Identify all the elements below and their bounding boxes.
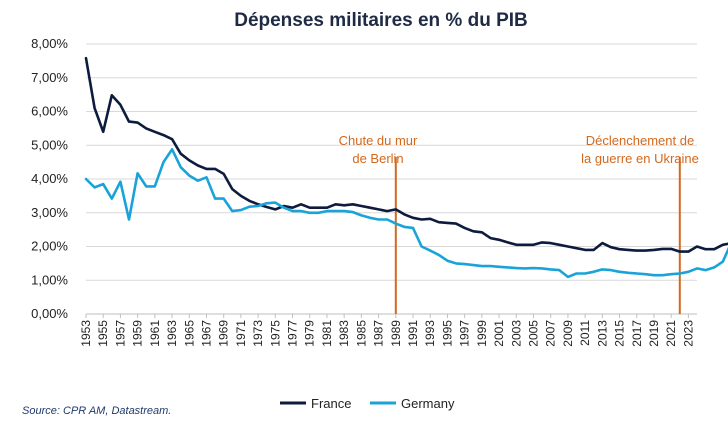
x-tick-label: 1985 — [354, 320, 368, 347]
gridlines — [86, 43, 697, 281]
x-tick-label: 2005 — [526, 320, 540, 347]
x-tick-label: 2009 — [561, 320, 575, 347]
x-tick-label: 1981 — [320, 320, 334, 347]
x-tick-label: 2013 — [595, 320, 609, 347]
x-tick-label: 1995 — [440, 320, 454, 347]
legend: France Germany — [280, 396, 455, 411]
x-tick-label: 1961 — [148, 320, 162, 347]
x-tick-label: 1955 — [96, 320, 110, 347]
x-tick-label: 1991 — [406, 320, 420, 347]
x-axis-ticks: 1953 1955 1957 1959 1961 1963 1965 1967 1969 1971… — [79, 314, 695, 347]
y-tick-label: 5,00% — [31, 137, 68, 152]
x-tick-label: 1957 — [113, 320, 127, 347]
y-tick-label: 1,00% — [31, 272, 68, 287]
x-tick-label: 2021 — [664, 320, 678, 347]
x-tick-label: 1967 — [199, 320, 213, 347]
x-tick-label: 2015 — [613, 320, 627, 347]
y-tick-label: 0,00% — [31, 306, 68, 321]
x-tick-label: 1965 — [182, 320, 196, 347]
annotation-label: de Berlin — [352, 151, 403, 166]
x-tick-label: 2001 — [492, 320, 506, 347]
x-tick-label: 2007 — [544, 320, 558, 347]
x-tick-label: 1953 — [79, 320, 93, 347]
y-tick-label: 3,00% — [31, 205, 68, 220]
x-tick-label: 1971 — [234, 320, 248, 347]
series-line-germany — [84, 148, 728, 279]
x-tick-label: 1963 — [165, 320, 179, 347]
x-tick-label: 1997 — [458, 320, 472, 347]
series-line-france — [84, 56, 728, 253]
annotation-label: la guerre en Ukraine — [581, 151, 699, 166]
x-tick-label: 1989 — [389, 320, 403, 347]
x-tick-label: 1999 — [475, 320, 489, 347]
y-tick-label: 8,00% — [31, 36, 68, 51]
y-axis-ticks: 0,00% 1,00% 2,00% 3,00% 4,00% 5,00% 6,00% 7,00%… — [31, 36, 68, 321]
legend-label: Germany — [401, 396, 455, 411]
series-lines — [84, 56, 728, 279]
x-tick-label: 1959 — [131, 320, 145, 347]
x-tick-label: 2011 — [578, 320, 592, 346]
x-tick-label: 2003 — [509, 320, 523, 347]
source-note: Source: CPR AM, Datastream. — [22, 405, 171, 417]
x-tick-label: 1987 — [372, 320, 386, 347]
x-tick-label: 1983 — [337, 320, 351, 347]
annotation-label: Chute du mur — [339, 133, 418, 148]
x-tick-label: 1975 — [268, 320, 282, 347]
x-tick-label: 1993 — [423, 320, 437, 347]
y-tick-label: 4,00% — [31, 171, 68, 186]
y-tick-label: 2,00% — [31, 239, 68, 254]
y-tick-label: 6,00% — [31, 104, 68, 119]
x-tick-label: 2023 — [681, 320, 695, 347]
x-tick-label: 1973 — [251, 320, 265, 347]
x-tick-label: 2019 — [647, 320, 661, 347]
x-tick-label: 1969 — [217, 320, 231, 347]
y-tick-label: 7,00% — [31, 70, 68, 85]
x-tick-label: 2017 — [630, 320, 644, 347]
x-tick-label: 1979 — [303, 320, 317, 347]
annotations: Chute du mur de Berlin Déclenchement de la … — [339, 133, 699, 314]
chart-title: Dépenses militaires en % du PIB — [234, 10, 528, 31]
x-tick-label: 1977 — [286, 320, 300, 347]
annotation-label: Déclenchement de — [586, 133, 694, 148]
legend-label: France — [311, 396, 351, 411]
